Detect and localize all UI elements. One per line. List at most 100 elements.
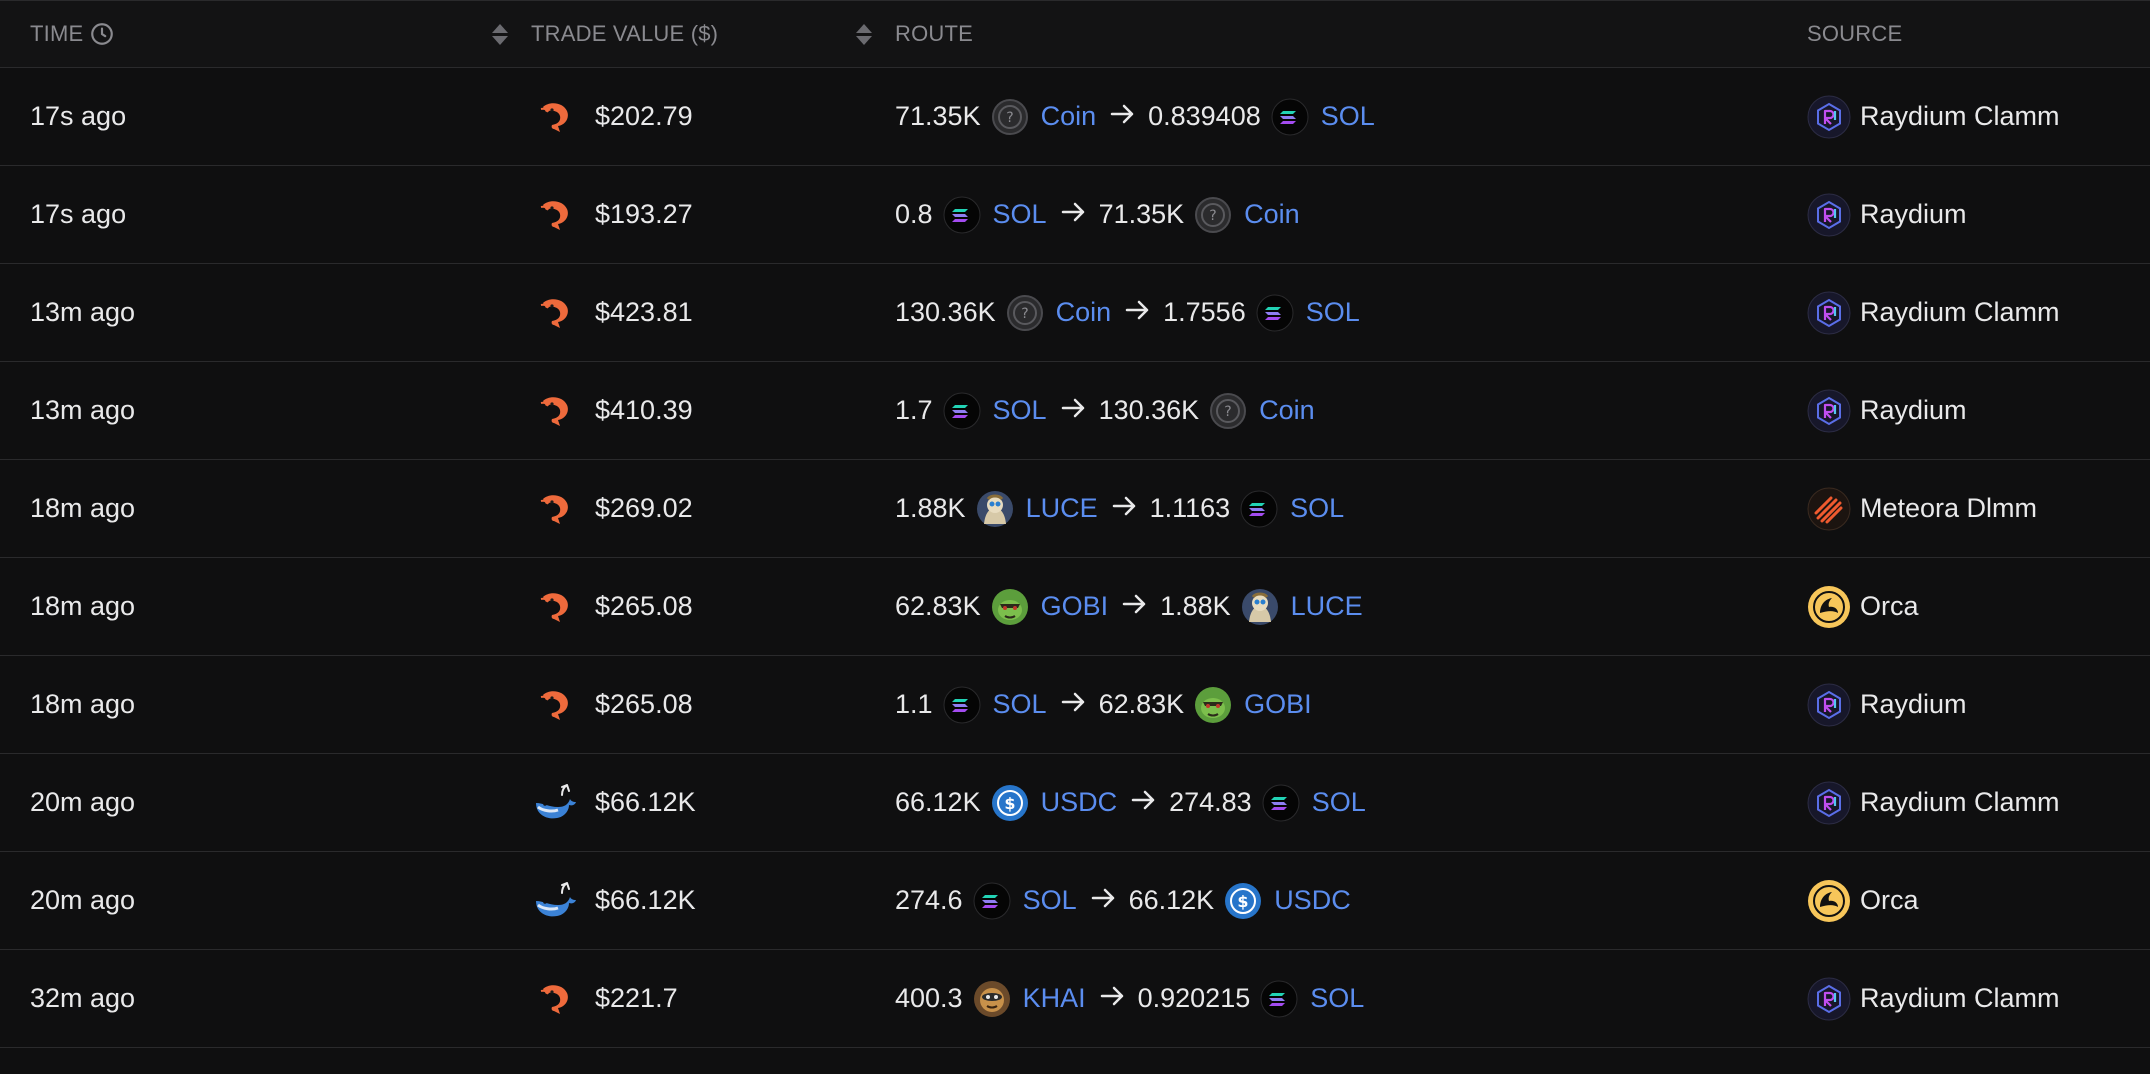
to-amount: 1.7556	[1163, 297, 1246, 327]
source-label: Orca	[1860, 591, 1919, 621]
from-token-link[interactable]: Coin	[1055, 297, 1112, 327]
trade-size-icon-cell	[530, 166, 580, 263]
table-row[interactable]: 32m ago $221.7 400.3 KHAI 0.920215 SOL R…	[0, 950, 2150, 1048]
to-amount: 1.88K	[1160, 591, 1231, 621]
trade-time: 13m ago	[30, 297, 136, 327]
sort-icon	[492, 23, 508, 45]
arrow-right-icon	[1122, 591, 1148, 622]
trade-value-column-header[interactable]: TRADE VALUE ($)	[531, 1, 718, 67]
shrimp-icon	[535, 391, 575, 431]
khai-icon	[973, 980, 1011, 1018]
table-row[interactable]: 20m ago $66.12K 66.12K $ USDC 274.83 SOL…	[0, 754, 2150, 852]
orca-icon	[1807, 879, 1851, 923]
to-token-link[interactable]: Coin	[1259, 395, 1315, 425]
source-column-header: SOURCE	[1807, 1, 1902, 67]
svg-text:?: ?	[1021, 306, 1028, 322]
trade-value: $265.08	[595, 689, 693, 719]
whale-icon	[532, 781, 578, 825]
sol-icon	[1262, 784, 1300, 822]
to-token-link[interactable]: SOL	[1305, 297, 1360, 327]
trade-value: $193.27	[595, 199, 693, 229]
table-row[interactable]: 18m ago $265.08 1.1 SOL 62.83K GOBI Rayd…	[0, 656, 2150, 754]
svg-text:?: ?	[1224, 404, 1231, 420]
trade-time: 13m ago	[30, 395, 136, 425]
trade-value: $423.81	[595, 297, 693, 327]
to-token-link[interactable]: SOL	[1310, 983, 1365, 1013]
table-row[interactable]: 13m ago $423.81 130.36K ? Coin 1.7556 SO…	[0, 264, 2150, 362]
sort-icon	[856, 23, 872, 45]
from-token-link[interactable]: SOL	[992, 689, 1047, 719]
sol-icon	[943, 196, 981, 234]
trade-size-icon-cell	[530, 754, 580, 851]
to-amount: 66.12K	[1128, 885, 1215, 915]
whale-icon	[532, 879, 578, 923]
source-label: Raydium	[1860, 395, 1967, 425]
table-row[interactable]: 17s ago $202.79 71.35K ? Coin 0.839408 S…	[0, 68, 2150, 166]
arrow-right-icon	[1131, 787, 1157, 818]
shrimp-icon	[535, 489, 575, 529]
source-label: Raydium Clamm	[1860, 101, 2060, 131]
source-label: Raydium	[1860, 199, 1967, 229]
to-token-link[interactable]: Coin	[1244, 199, 1300, 229]
orca-icon	[1807, 585, 1851, 629]
trade-size-icon-cell	[530, 460, 580, 557]
sort-value-button[interactable]	[492, 1, 508, 67]
table-header: TIME TRADE VALUE ($) ROUTE SOURCE	[0, 0, 2150, 68]
sol-icon	[1240, 490, 1278, 528]
from-token-link[interactable]: KHAI	[1022, 983, 1086, 1013]
to-token-link[interactable]: SOL	[1311, 787, 1366, 817]
trade-value: $202.79	[595, 101, 693, 131]
from-amount: 66.12K	[895, 787, 981, 817]
usdc-icon: $	[1224, 882, 1262, 920]
from-token-link[interactable]: SOL	[992, 395, 1047, 425]
unknown-token-icon: ?	[1209, 392, 1247, 430]
route-header-label: ROUTE	[895, 21, 973, 46]
trade-source: Raydium	[1807, 166, 1967, 263]
arrow-right-icon	[1061, 199, 1087, 230]
to-amount: 0.839408	[1148, 101, 1261, 131]
table-row[interactable]: 13m ago $410.39 1.7 SOL 130.36K ? Coin R…	[0, 362, 2150, 460]
time-column-header[interactable]: TIME	[30, 1, 115, 67]
trade-time: 18m ago	[30, 689, 136, 719]
from-token-link[interactable]: GOBI	[1040, 591, 1109, 621]
raydium-icon	[1807, 781, 1851, 825]
to-token-link[interactable]: GOBI	[1244, 689, 1312, 719]
unknown-token-icon: ?	[991, 98, 1029, 136]
to-token-link[interactable]: USDC	[1274, 885, 1351, 915]
trade-time: 17s ago	[30, 101, 127, 131]
source-label: Raydium Clamm	[1860, 297, 2060, 327]
from-amount: 130.36K	[895, 297, 996, 327]
table-row[interactable]: 20m ago $66.12K 274.6 SOL 66.12K $ USDC …	[0, 852, 2150, 950]
from-token-link[interactable]: SOL	[992, 199, 1047, 229]
luce-icon	[1241, 588, 1279, 626]
to-token-link[interactable]: SOL	[1290, 493, 1345, 523]
sort-route-button[interactable]	[856, 1, 872, 67]
to-token-link[interactable]: LUCE	[1290, 591, 1363, 621]
table-row[interactable]: 18m ago $265.08 62.83K GOBI 1.88K LUCE O…	[0, 558, 2150, 656]
arrow-right-icon	[1112, 493, 1138, 524]
from-amount: 1.7	[895, 395, 933, 425]
from-amount: 274.6	[895, 885, 963, 915]
arrow-right-icon	[1061, 395, 1087, 426]
from-token-link[interactable]: SOL	[1022, 885, 1077, 915]
source-header-label: SOURCE	[1807, 21, 1903, 46]
source-label: Raydium Clamm	[1860, 787, 2060, 817]
trade-route: 62.83K GOBI 1.88K LUCE	[895, 558, 1363, 655]
raydium-icon	[1807, 389, 1851, 433]
sol-icon	[973, 882, 1011, 920]
table-row[interactable]: 18m ago $269.02 1.88K LUCE 1.1163 SOL Me…	[0, 460, 2150, 558]
from-token-link[interactable]: LUCE	[1025, 493, 1098, 523]
to-token-link[interactable]: SOL	[1320, 101, 1375, 131]
trade-route: 1.7 SOL 130.36K ? Coin	[895, 362, 1315, 459]
sol-icon	[1256, 294, 1294, 332]
from-token-link[interactable]: USDC	[1040, 787, 1118, 817]
usdc-icon: $	[991, 784, 1029, 822]
source-label: Orca	[1860, 885, 1919, 915]
svg-text:$: $	[1004, 794, 1015, 813]
table-row[interactable]: 17s ago $193.27 0.8 SOL 71.35K ? Coin Ra…	[0, 166, 2150, 264]
shrimp-icon	[535, 979, 575, 1019]
from-token-link[interactable]: Coin	[1040, 101, 1097, 131]
raydium-icon	[1807, 95, 1851, 139]
trade-time: 20m ago	[30, 787, 136, 817]
svg-text:?: ?	[1006, 110, 1013, 126]
